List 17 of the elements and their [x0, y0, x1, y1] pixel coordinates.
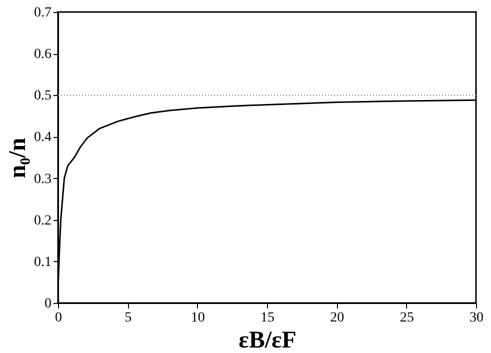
x-axis-title: εB/εF: [238, 328, 296, 353]
x-tick-label: 10: [190, 310, 205, 326]
x-tick-label: 25: [400, 310, 414, 326]
y-tick-label: 0.4: [34, 130, 52, 146]
y-tick-label: 0.7: [34, 6, 52, 20]
y-tick-label: 0: [44, 296, 52, 312]
y-tick-label: 0.2: [34, 213, 52, 228]
x-tick-label: 15: [260, 310, 274, 326]
x-tick-label: 20: [330, 310, 344, 326]
y-tick-label: 0.6: [34, 47, 52, 62]
x-tick-label: 30: [470, 310, 484, 326]
x-tick-label: 0: [55, 310, 62, 326]
x-tick-label: 5: [124, 310, 132, 326]
y-tick-label: 0.1: [34, 254, 52, 270]
y-tick-label: 0.3: [34, 172, 52, 187]
y-axis-title: n₀/n: [5, 138, 31, 178]
y-tick-label: 0.5: [34, 88, 52, 104]
